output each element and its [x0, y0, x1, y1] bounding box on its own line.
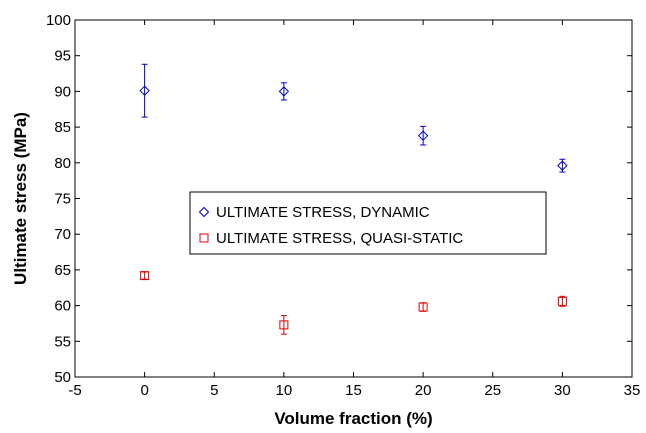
- x-tick-label: 20: [415, 382, 432, 399]
- square-marker: [557, 296, 567, 306]
- y-tick-label: 60: [54, 298, 71, 315]
- y-tick-label: 95: [54, 48, 71, 65]
- diamond-marker: [139, 85, 150, 96]
- legend-box: [189, 191, 547, 255]
- y-axis-title: Ultimate stress (MPa): [11, 112, 30, 285]
- diamond-marker: [557, 160, 568, 171]
- diamond-marker: [278, 86, 290, 97]
- y-tick-label: 55: [54, 333, 71, 350]
- x-tick-label: 10: [276, 382, 293, 399]
- y-tick-label: 80: [54, 155, 71, 172]
- square-marker: [418, 302, 428, 312]
- series-diamond: [139, 63, 568, 173]
- diamond-marker: [198, 206, 210, 218]
- square-marker: [140, 271, 150, 281]
- legend: ULTIMATE STRESS, DYNAMIC ULTIMATE STRESS,…: [189, 191, 547, 255]
- diamond-marker: [417, 130, 429, 141]
- x-tick-label: -5: [68, 382, 81, 399]
- y-tick-label: 75: [54, 191, 71, 208]
- x-tick-label: 5: [210, 382, 218, 399]
- x-tick-label: 15: [345, 382, 362, 399]
- x-tick-label: 0: [140, 382, 148, 399]
- x-axis-title: Volume fraction (%): [274, 409, 432, 428]
- ticks: -5 0 5 10 15 20 25 30 35 50 55 60 65 70 75 80 85 90 95 100: [46, 12, 640, 399]
- x-tick-label: 35: [624, 382, 641, 399]
- y-tick-label: 90: [54, 83, 71, 100]
- y-tick-label: 85: [54, 119, 71, 136]
- legend-label: ULTIMATE STRESS, DYNAMIC: [216, 204, 430, 221]
- square-marker: [279, 320, 289, 330]
- x-tick-label: 30: [554, 382, 571, 399]
- square-marker: [199, 233, 209, 243]
- y-tick-label: 70: [54, 226, 71, 243]
- series-square: [140, 271, 567, 335]
- y-tick-label: 100: [46, 12, 71, 29]
- x-tick-label: 25: [484, 382, 501, 399]
- legend-label: ULTIMATE STRESS, QUASI-STATIC: [216, 230, 463, 247]
- y-tick-label: 50: [54, 369, 71, 386]
- data-marks: [139, 63, 568, 335]
- y-tick-label: 65: [54, 262, 71, 279]
